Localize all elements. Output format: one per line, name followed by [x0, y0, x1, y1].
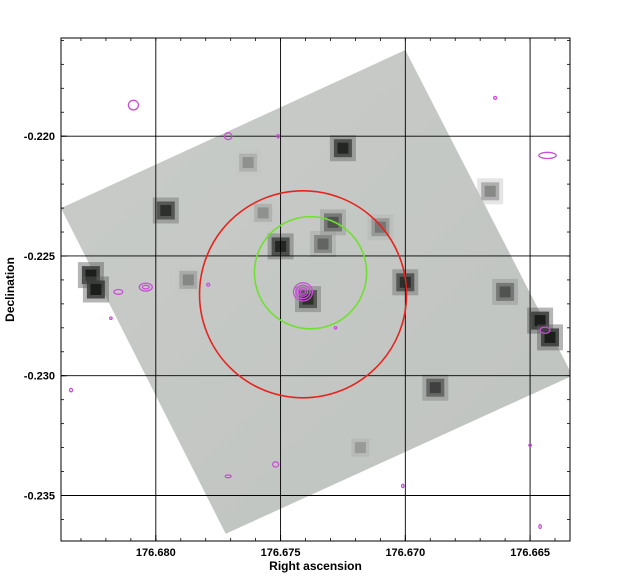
- source-16-layer-2: [499, 286, 511, 298]
- source-2-layer-2: [90, 284, 102, 295]
- contour-6: [138, 282, 153, 292]
- circles-layer: [198, 189, 408, 399]
- x-tick-label-0: 176.680: [136, 547, 176, 559]
- source-7-layer-2: [337, 142, 349, 154]
- contour-13: [299, 288, 307, 295]
- source-1-layer-2: [85, 269, 97, 281]
- source-11-layer-2: [182, 274, 194, 286]
- source-9-layer-2: [374, 221, 386, 233]
- contour-2: [276, 133, 280, 139]
- y-axis-label: Declination: [3, 257, 17, 322]
- grid: [61, 38, 570, 541]
- x-axis-label: Right ascension: [269, 559, 362, 573]
- contour-1: [223, 132, 233, 141]
- contour-16: [68, 387, 74, 393]
- contour-8: [206, 282, 211, 287]
- source-4-layer-2: [317, 238, 329, 250]
- contours-layer: [68, 95, 557, 530]
- contour-15: [539, 326, 551, 334]
- y-tick-label-0: -0.220: [24, 131, 55, 143]
- contour-5: [113, 288, 124, 295]
- source-17-layer-2: [354, 442, 366, 454]
- contour-10: [292, 282, 314, 302]
- contour-12: [297, 286, 309, 297]
- source-12-layer-2: [242, 157, 254, 169]
- source-10-layer-2: [484, 185, 496, 197]
- x-tick-label-3: 176.665: [510, 547, 550, 559]
- contour-4: [538, 151, 557, 160]
- contour-14: [333, 325, 338, 330]
- contour-19: [400, 483, 405, 489]
- contour-7: [141, 284, 150, 290]
- plot-frame: [60, 37, 571, 542]
- source-0-layer-2: [160, 205, 172, 216]
- ticks: 176.680 176.675 176.670 176.665 -0.220 -0.225…: [24, 38, 570, 559]
- contour-0: [127, 99, 140, 111]
- source-14-layer-2: [534, 315, 546, 327]
- x-tick-label-2: 176.670: [385, 547, 425, 559]
- red-circle: [198, 189, 408, 399]
- x-tick-label-1: 176.675: [261, 547, 301, 559]
- source-15-layer-2: [544, 331, 556, 343]
- contour-9: [109, 316, 113, 321]
- y-tick-label-1: -0.225: [24, 251, 55, 263]
- source-18-layer-2: [257, 207, 269, 219]
- contour-20: [528, 443, 532, 448]
- contour-3: [492, 95, 498, 100]
- green-circle: [253, 215, 368, 330]
- contour-21: [538, 524, 542, 530]
- y-tick-label-2: -0.230: [24, 371, 55, 383]
- contour-17: [271, 461, 280, 468]
- contour-11: [295, 284, 311, 300]
- source-5-layer-2: [327, 216, 339, 228]
- source-13-layer-2: [429, 382, 441, 394]
- y-tick-label-3: -0.235: [24, 490, 55, 502]
- contour-18: [224, 474, 232, 479]
